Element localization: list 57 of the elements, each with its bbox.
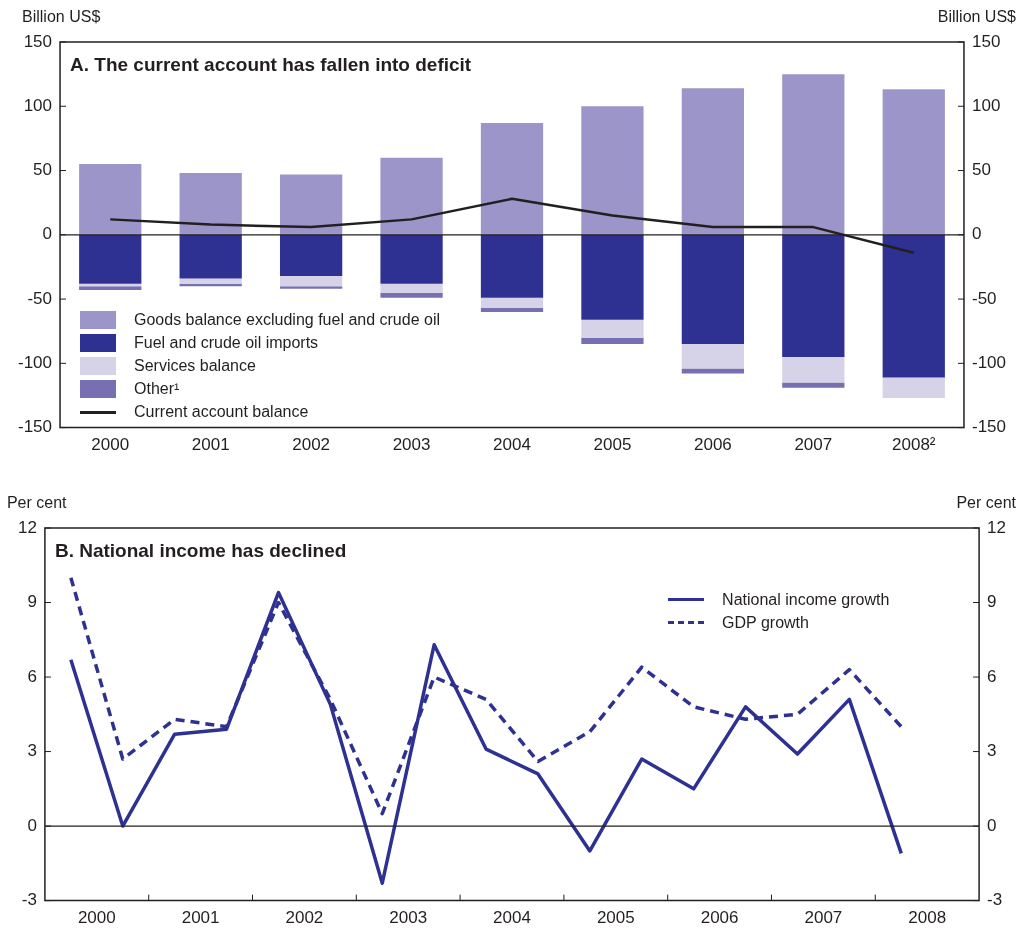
x-tick-label: 2001 xyxy=(181,908,220,928)
x-tick-label: 2007 xyxy=(804,908,843,928)
y2-tick-label: -100 xyxy=(971,353,1007,373)
legend-label: Other¹ xyxy=(134,380,180,399)
y-tick-label: -150 xyxy=(17,417,53,437)
y2-axis-title: Billion US$ xyxy=(937,8,1016,26)
y2-axis-title: Per cent xyxy=(956,494,1016,512)
x-tick-label: 2008² xyxy=(892,435,936,455)
y2-tick-label: 9 xyxy=(987,592,997,612)
legend-label: National income growth xyxy=(722,590,890,609)
y2-tick-label: 12 xyxy=(987,517,1007,537)
y-tick-label: -100 xyxy=(17,353,53,373)
x-tick-label: 2003 xyxy=(392,435,431,455)
y-tick-label: 0 xyxy=(27,815,37,835)
x-tick-label: 2000 xyxy=(91,435,130,455)
y2-tick-label: 150 xyxy=(971,31,1001,51)
y2-tick-label: 100 xyxy=(971,95,1001,115)
legend-label: Current account balance xyxy=(134,403,309,422)
y2-tick-label: 6 xyxy=(987,666,997,686)
x-tick-label: 2002 xyxy=(292,435,331,455)
y2-tick-label: -3 xyxy=(987,890,1003,910)
y-tick-label: 9 xyxy=(27,592,37,612)
y2-tick-label: 0 xyxy=(987,815,997,835)
y-tick-label: 50 xyxy=(33,160,53,180)
x-tick-label: 2004 xyxy=(493,908,531,928)
y-tick-label: -50 xyxy=(27,288,53,308)
x-tick-label: 2000 xyxy=(77,908,116,928)
y-tick-label: 0 xyxy=(42,224,53,244)
x-tick-label: 2003 xyxy=(389,908,428,928)
text: B. National income has declined xyxy=(54,540,347,562)
y2-tick-label: -150 xyxy=(971,417,1007,437)
x-tick-label: 2006 xyxy=(700,908,739,928)
x-tick-label: 2002 xyxy=(285,908,324,928)
y-tick-label: 150 xyxy=(23,31,53,51)
y-axis-title: Billion US$ xyxy=(22,8,101,26)
legend-label: GDP growth xyxy=(722,613,809,632)
legend-label: Goods balance excluding fuel and crude oil xyxy=(134,311,440,330)
x-tick-label: 2004 xyxy=(493,435,531,455)
x-tick-label: 2007 xyxy=(794,435,833,455)
y-tick-label: 6 xyxy=(27,666,37,686)
x-tick-label: 2005 xyxy=(596,908,635,928)
x-tick-label: 2008 xyxy=(908,908,947,928)
y-tick-label: -3 xyxy=(21,890,37,910)
text: A. The current account has fallen into deficit xyxy=(70,54,472,76)
y-tick-label: 100 xyxy=(23,95,53,115)
legend-label: Fuel and crude oil imports xyxy=(134,334,319,353)
y2-tick-label: -50 xyxy=(971,288,997,308)
x-tick-label: 2001 xyxy=(191,435,230,455)
legend-label: Services balance xyxy=(134,357,256,376)
x-tick-label: 2006 xyxy=(693,435,732,455)
y-tick-label: 12 xyxy=(17,517,37,537)
y2-tick-label: 50 xyxy=(971,160,991,180)
y-tick-label: 3 xyxy=(27,741,37,761)
y2-tick-label: 0 xyxy=(971,224,982,244)
x-tick-label: 2005 xyxy=(593,435,632,455)
y-axis-title: Per cent xyxy=(6,494,67,512)
y2-tick-label: 3 xyxy=(987,741,997,761)
